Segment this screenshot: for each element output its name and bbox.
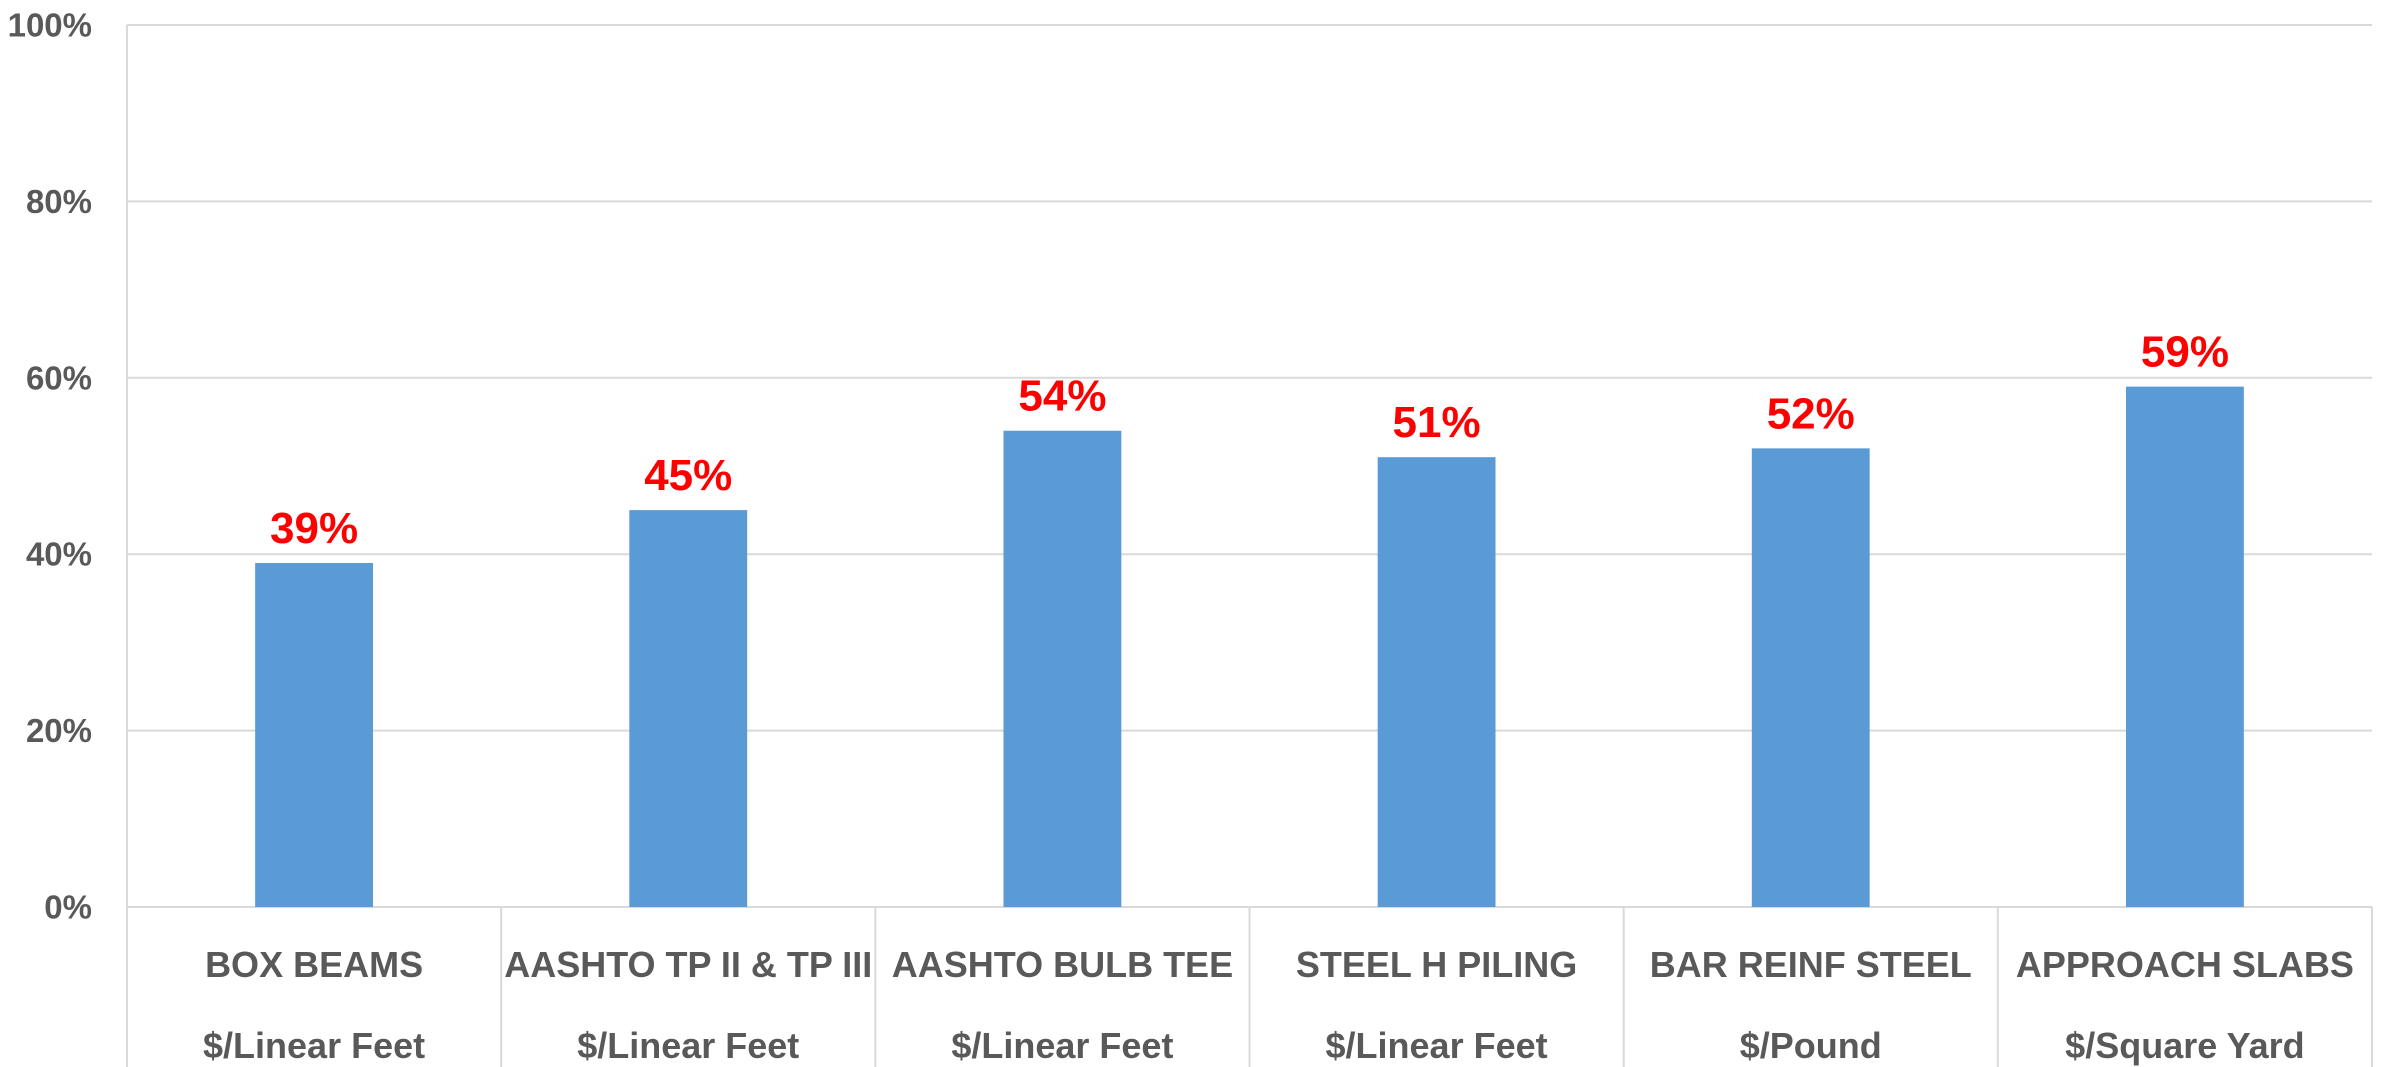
category-unit-label: $/Square Yard: [2065, 1025, 2304, 1066]
category-label: AASHTO BULB TEE: [892, 944, 1233, 985]
category-unit-label: $/Linear Feet: [577, 1025, 799, 1066]
category-label: BAR REINF STEEL: [1650, 944, 1972, 985]
data-label: 54%: [1018, 372, 1106, 421]
bar: [1751, 448, 1870, 907]
category-unit-label: $/Pound: [1740, 1025, 1882, 1066]
bars: [255, 386, 2244, 907]
y-tick-label: 80%: [26, 183, 92, 220]
y-tick-label: 60%: [26, 359, 92, 396]
bar: [255, 563, 374, 907]
data-label: 52%: [1767, 389, 1855, 438]
y-tick-label: 0%: [44, 889, 92, 926]
y-tick-label: 20%: [26, 712, 92, 749]
category-unit-label: $/Linear Feet: [203, 1025, 425, 1066]
bar: [2125, 386, 2244, 907]
data-labels: 39% 45% 54% 51% 52% 59%: [270, 328, 2229, 553]
category-label: APPROACH SLABS: [2016, 944, 2354, 985]
y-axis: 0% 20% 40% 60% 80% 100%: [8, 7, 92, 926]
data-label: 39%: [270, 504, 358, 553]
data-label: 45%: [644, 451, 732, 500]
x-axis: BOX BEAMS $/Linear Feet AASHTO TP II & TP …: [126, 25, 2373, 1067]
category-label: STEEL H PILING: [1296, 944, 1577, 985]
bar: [629, 510, 748, 907]
data-label: 59%: [2141, 328, 2229, 377]
bar: [1003, 430, 1122, 907]
data-label: 51%: [1393, 398, 1481, 447]
y-tick-label: 100%: [8, 7, 92, 44]
category-label: AASHTO TP II & TP III: [504, 944, 872, 985]
category-label: BOX BEAMS: [205, 944, 423, 985]
gridlines: [127, 24, 2372, 908]
category-unit-label: $/Linear Feet: [951, 1025, 1173, 1066]
y-tick-label: 40%: [26, 536, 92, 573]
bar: [1377, 457, 1496, 907]
category-unit-label: $/Linear Feet: [1326, 1025, 1548, 1066]
